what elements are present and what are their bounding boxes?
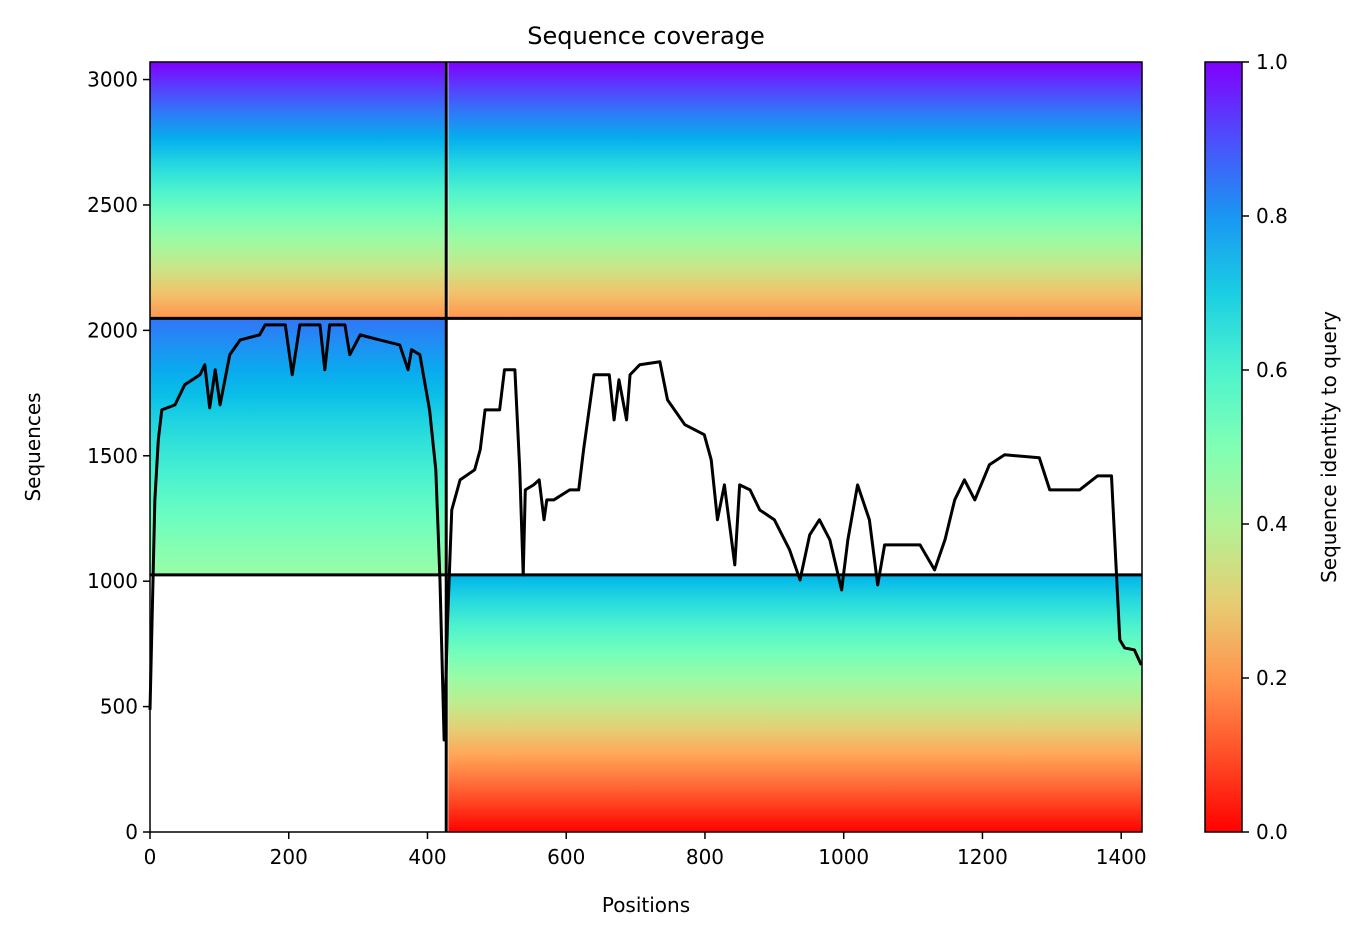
x-tick-label: 800: [686, 845, 724, 869]
x-axis-label: Positions: [602, 893, 690, 917]
chart-title: Sequence coverage: [527, 22, 764, 50]
x-tick-label: 600: [547, 845, 585, 869]
coverage-block: [448, 62, 1142, 318]
colorbar: [1204, 61, 1243, 833]
colorbar-tick-label: 0.6: [1256, 358, 1288, 382]
coverage-block: [150, 62, 445, 318]
y-tick-label: 1000: [87, 569, 138, 593]
y-tick-label: 3000: [87, 68, 138, 92]
y-axis-label: Sequences: [21, 392, 45, 501]
coverage-block: [150, 317, 445, 575]
x-tick-label: 0: [144, 845, 157, 869]
y-tick-label: 2000: [87, 318, 138, 342]
x-tick-label: 200: [270, 845, 308, 869]
colorbar-tick-label: 1.0: [1256, 50, 1288, 74]
x-tick-label: 1400: [1096, 845, 1147, 869]
coverage-block: [448, 574, 1142, 832]
y-tick-label: 2500: [87, 193, 138, 217]
y-tick-label: 500: [100, 695, 138, 719]
colorbar-tick-label: 0.0: [1256, 820, 1288, 844]
coverage-line: [148, 323, 1143, 742]
colorbar-tick-label: 0.2: [1256, 666, 1288, 690]
plot-frame: [149, 61, 1143, 833]
y-tick-label: 1500: [87, 444, 138, 468]
y-tick-label: 0: [125, 820, 138, 844]
x-tick-label: 1200: [957, 845, 1008, 869]
colorbar-tick-label: 0.4: [1256, 512, 1288, 536]
colorbar-label: Sequence identity to query: [1317, 311, 1341, 583]
x-tick-label: 1000: [818, 845, 869, 869]
colorbar-tick-label: 0.8: [1256, 204, 1288, 228]
x-tick-label: 400: [408, 845, 446, 869]
